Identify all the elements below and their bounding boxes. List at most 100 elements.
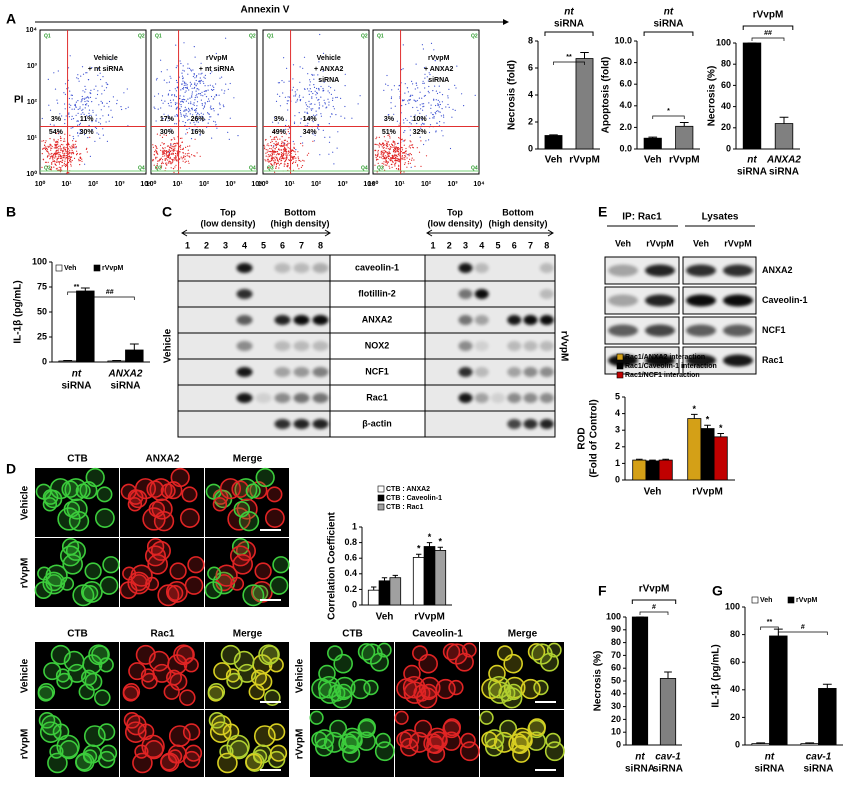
event-dot <box>207 66 209 69</box>
event-dot <box>194 124 196 126</box>
event-dot <box>409 129 411 131</box>
event-dot <box>277 142 279 144</box>
event-dot <box>285 152 287 154</box>
event-dot <box>87 105 89 107</box>
event-dot <box>175 164 177 166</box>
event-dot <box>295 161 297 163</box>
event-dot <box>96 93 99 96</box>
cell <box>501 687 523 709</box>
error-bar <box>112 360 122 361</box>
event-dot <box>393 140 395 142</box>
event-dot <box>68 144 70 146</box>
event-dot <box>196 152 198 154</box>
event-dot <box>69 152 71 154</box>
event-dot <box>387 161 389 163</box>
event-dot <box>396 142 399 145</box>
event-dot <box>398 159 400 161</box>
event-dot <box>155 158 157 160</box>
event-dot <box>286 157 288 159</box>
event-dot <box>292 158 294 160</box>
event-dot <box>204 85 206 87</box>
event-dot <box>275 146 277 148</box>
fraction-header: Top <box>220 207 236 217</box>
y-tick-label: 2.0 <box>619 122 632 132</box>
event-dot <box>187 111 190 113</box>
event-dot <box>94 140 96 142</box>
event-dot <box>419 136 421 138</box>
cell <box>160 753 178 771</box>
event-dot <box>72 151 74 153</box>
event-dot <box>395 155 397 157</box>
y-tick-label: 0 <box>528 143 533 153</box>
cell <box>170 467 190 488</box>
event-dot <box>273 162 275 164</box>
event-dot <box>80 153 82 155</box>
event-dot <box>269 151 271 153</box>
event-dot <box>416 106 418 108</box>
event-dot <box>277 148 280 150</box>
event-dot <box>154 95 156 97</box>
event-dot <box>319 33 321 36</box>
cell <box>37 683 56 701</box>
event-dot <box>215 123 217 126</box>
title-bracket <box>742 25 794 30</box>
event-dot <box>196 75 198 77</box>
event-dot <box>403 99 405 101</box>
event-dot <box>102 76 104 78</box>
event-dot <box>184 99 186 101</box>
event-dot <box>272 138 274 140</box>
cell <box>181 486 198 503</box>
event-dot <box>335 114 337 116</box>
event-dot <box>91 121 93 123</box>
group-label: Vehicle <box>163 328 174 363</box>
event-dot <box>183 115 186 117</box>
event-dot <box>176 65 178 67</box>
event-dot <box>306 111 308 113</box>
event-dot <box>171 94 173 96</box>
quadrant-code: Q3 <box>267 165 274 171</box>
event-dot <box>401 69 403 71</box>
event-dot <box>401 147 403 149</box>
event-dot <box>164 100 166 102</box>
event-dot <box>184 106 186 108</box>
event-dot <box>204 105 206 107</box>
event-dot <box>180 148 182 150</box>
y-tick-label: 20 <box>730 712 740 722</box>
event-dot <box>387 153 389 155</box>
event-dot <box>213 89 215 91</box>
event-dot <box>168 153 171 155</box>
event-dot <box>160 144 162 146</box>
event-dot <box>194 138 196 140</box>
event-dot <box>387 148 389 150</box>
event-dot <box>121 108 123 111</box>
event-dot <box>402 140 404 142</box>
event-dot <box>196 83 198 85</box>
event-dot <box>65 165 68 167</box>
event-dot <box>299 66 301 68</box>
event-dot <box>53 138 55 140</box>
event-dot <box>324 136 326 138</box>
blot-band <box>507 419 522 429</box>
event-dot <box>407 163 409 165</box>
event-dot <box>264 139 267 141</box>
event-dot <box>53 147 55 149</box>
event-dot <box>167 94 169 96</box>
event-dot <box>268 145 270 147</box>
event-dot <box>435 99 437 101</box>
event-dot <box>448 88 450 90</box>
quadrant-code: Q2 <box>249 33 256 39</box>
event-dot <box>398 124 400 126</box>
event-dot <box>166 156 168 158</box>
x-tick-label: ANXA2 <box>766 155 801 166</box>
event-dot <box>297 151 299 153</box>
blot-band <box>539 315 554 325</box>
event-dot <box>78 80 80 82</box>
event-dot <box>306 88 309 90</box>
cell <box>370 652 389 672</box>
event-dot <box>108 120 110 122</box>
event-dot <box>461 93 463 95</box>
event-dot <box>170 150 172 152</box>
flow-y-tick: 10² <box>27 99 38 106</box>
event-dot <box>204 74 206 76</box>
event-dot <box>92 109 94 111</box>
